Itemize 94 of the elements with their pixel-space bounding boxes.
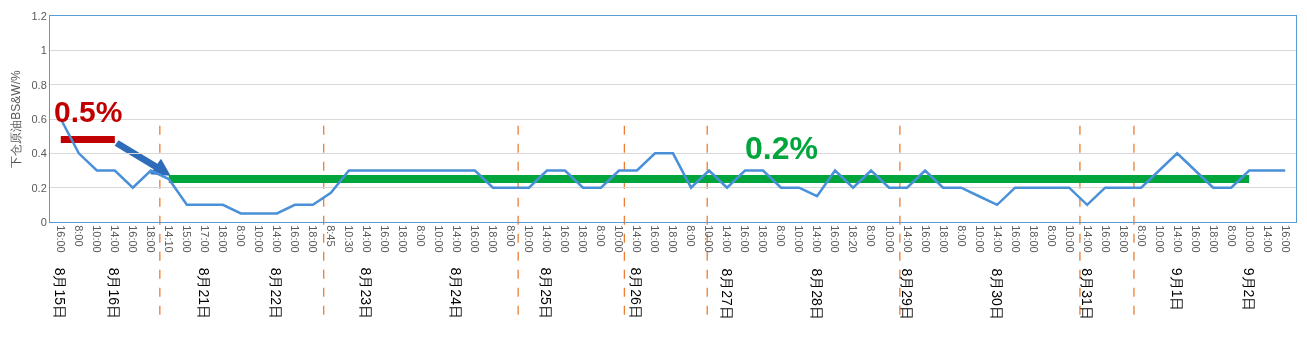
x-tick-label: 8:00 — [73, 225, 86, 247]
x-tick-label: 18:00 — [667, 225, 680, 253]
text: 9月1日 — [1169, 267, 1186, 312]
x-tick-label: 14:00 — [1081, 225, 1094, 253]
x-tick-label: 16:00 — [289, 225, 302, 253]
x-tick-label: 18:00 — [217, 225, 230, 253]
x-tick-label: 10:00 — [433, 225, 446, 253]
x-tick-label: 8:00 — [505, 225, 518, 247]
x-tick-label: 8:00 — [1135, 225, 1148, 247]
x-tick-label: 14:00 — [271, 225, 284, 253]
y-tick-label: 0.2 — [31, 181, 47, 194]
x-tick-label: 14:00 — [631, 225, 644, 253]
x-tick-label: 14:00 — [811, 225, 824, 253]
text: 8月31日 — [1078, 268, 1095, 320]
x-tick-label: 10:00 — [1063, 225, 1076, 253]
y-tick-label: 1 — [40, 44, 47, 57]
text: 8月15日 — [52, 267, 69, 320]
x-tick-label: 10:00 — [253, 225, 266, 253]
x-tick-label: 18:00 — [577, 225, 590, 253]
x-tick-label: 14:00 — [109, 225, 122, 253]
x-tick-label: 8:00 — [235, 225, 248, 247]
x-tick-label: 18:00 — [397, 225, 410, 253]
y-tick-label: 1.2 — [31, 9, 47, 22]
text: 8月22日 — [268, 267, 285, 319]
x-tick-label: 16:00 — [559, 225, 572, 253]
text: 8月16日 — [106, 267, 123, 320]
x-tick-label: 14:00 — [721, 225, 734, 253]
text: 8月29日 — [898, 268, 915, 320]
x-tick-label: 18:00 — [1117, 225, 1130, 253]
x-tick-label: 10:30 — [343, 225, 356, 253]
annotation: 0.5% — [54, 95, 123, 128]
x-tick-label: 10:00 — [1243, 225, 1256, 253]
x-tick-label: 10:00 — [883, 225, 896, 253]
text: 9月2日 — [1241, 267, 1258, 312]
text: 8月25日 — [538, 267, 555, 319]
x-tick-label: 18:20 — [847, 225, 860, 253]
x-tick-label: 8:00 — [685, 225, 698, 247]
x-tick-label: 14:00 — [901, 225, 914, 253]
x-tick-label: 16:00 — [1009, 225, 1022, 253]
text: 8月24日 — [448, 267, 465, 319]
x-tick-label: 10:00 — [91, 225, 104, 253]
text: 8月26日 — [628, 267, 645, 319]
x-tick-label: 18:00 — [757, 225, 770, 253]
x-tick-label: 18:00 — [1207, 225, 1220, 253]
x-tick-label: 16:00 — [649, 225, 662, 253]
text: 8月30日 — [988, 268, 1005, 320]
x-tick-label: 10:00 — [703, 225, 716, 253]
text: 8月27日 — [718, 268, 735, 320]
x-tick-label: 8:45 — [325, 225, 338, 247]
x-tick-label: 16:00 — [127, 225, 140, 253]
x-tick-label: 17:00 — [199, 225, 212, 253]
x-tick-label: 14:00 — [361, 225, 374, 253]
x-tick-label: 16:00 — [739, 225, 752, 253]
x-tick-label: 14:00 — [451, 225, 464, 253]
x-tick-label: 10:00 — [973, 225, 986, 253]
x-tick-label: 10:00 — [1153, 225, 1166, 253]
x-tick-label: 14:00 — [1261, 225, 1274, 253]
y-tick-label: 0 — [40, 215, 47, 228]
x-tick-label: 16:00 — [379, 225, 392, 253]
x-tick-label: 8:00 — [1225, 225, 1238, 247]
y-axis-title: 下仓原油BS&W/% — [8, 70, 23, 168]
x-tick-label: 8:00 — [775, 225, 788, 247]
x-tick-label: 18:00 — [145, 225, 158, 253]
x-tick-label: 18:00 — [307, 225, 320, 253]
text: 8月28日 — [808, 268, 825, 320]
x-tick-label: 14:00 — [541, 225, 554, 253]
x-tick-label: 16:00 — [829, 225, 842, 253]
x-tick-label: 16:00 — [1099, 225, 1112, 253]
x-tick-label: 10:00 — [523, 225, 536, 253]
x-tick-label: 14:00 — [1171, 225, 1184, 253]
x-tick-label: 16:00 — [1279, 225, 1292, 253]
y-tick-label: 0.4 — [31, 147, 47, 160]
x-tick-label: 16:00 — [469, 225, 482, 253]
x-tick-label: 16:00 — [55, 225, 68, 253]
y-tick-label: 0.6 — [31, 112, 47, 125]
x-tick-label: 8:00 — [955, 225, 968, 247]
x-tick-label: 18:00 — [1027, 225, 1040, 253]
x-tick-label: 8:00 — [415, 225, 428, 247]
x-tick-label: 8:00 — [1045, 225, 1058, 247]
y-tick-label: 0.8 — [31, 78, 47, 91]
x-tick-label: 10:00 — [793, 225, 806, 253]
x-tick-label: 10:00 — [613, 225, 626, 253]
text: 8月21日 — [196, 267, 213, 320]
text: 8月23日 — [358, 267, 375, 319]
x-tick-label: 15:00 — [181, 225, 194, 253]
annotation: 0.2% — [745, 130, 818, 166]
x-tick-label: 14:00 — [991, 225, 1004, 253]
x-tick-label: 14:10 — [163, 225, 176, 253]
x-tick-label: 8:00 — [595, 225, 608, 247]
x-tick-label: 18:00 — [937, 225, 950, 253]
x-tick-label: 18:00 — [487, 225, 500, 253]
x-tick-label: 16:00 — [1189, 225, 1202, 253]
x-tick-label: 8:00 — [865, 225, 878, 247]
x-tick-label: 16:00 — [919, 225, 932, 253]
